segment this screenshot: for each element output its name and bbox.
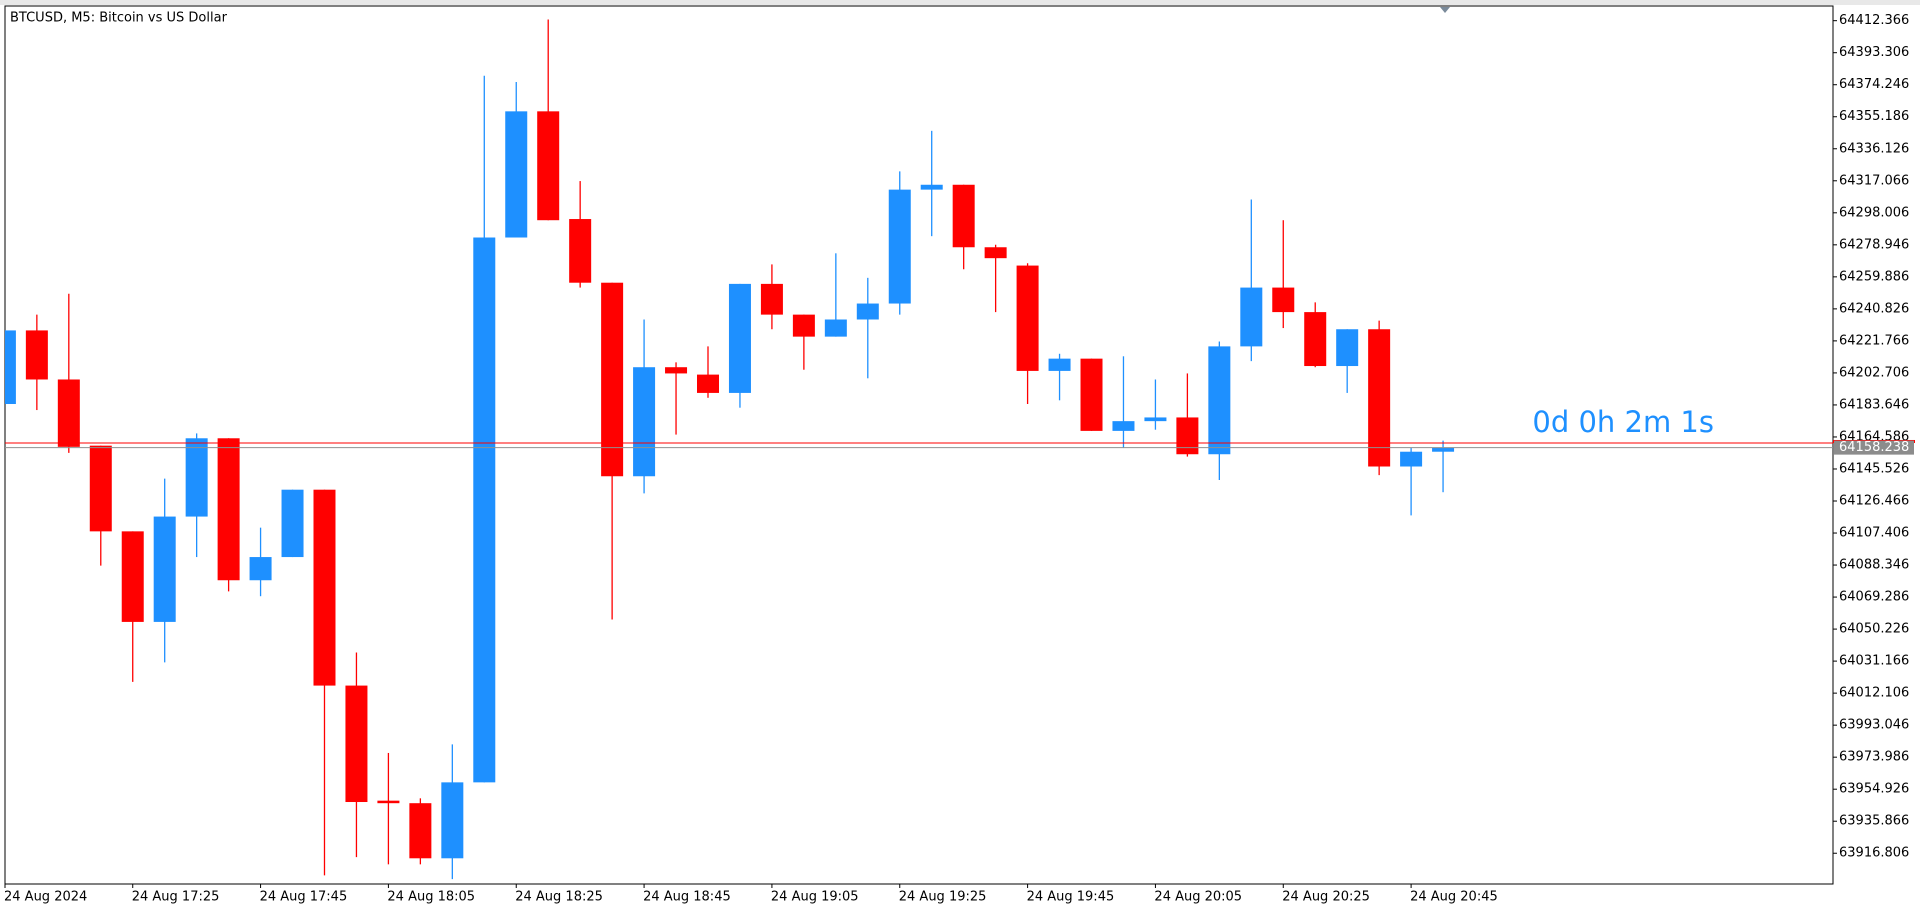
candle-body	[824, 319, 847, 337]
candle-body	[1272, 287, 1295, 313]
candle-body	[505, 111, 528, 238]
x-tick-label: 24 Aug 18:45	[643, 890, 731, 905]
candle-body	[153, 516, 176, 622]
x-tick-label: 24 Aug 19:05	[771, 890, 859, 905]
candle-body	[760, 283, 783, 315]
candle-body	[1048, 358, 1071, 371]
y-tick-label: 64088.346	[1839, 558, 1909, 573]
candle-body	[409, 803, 432, 859]
x-tick-label: 24 Aug 19:25	[899, 890, 987, 905]
candle-body	[25, 330, 48, 380]
candle-body	[697, 374, 719, 393]
x-tick-label: 24 Aug 18:25	[515, 890, 603, 905]
y-tick-label: 64374.246	[1839, 77, 1909, 92]
candle-body	[984, 247, 1007, 259]
candle-body	[1016, 265, 1039, 371]
y-tick-label: 64393.306	[1839, 45, 1909, 60]
chart-title: BTCUSD, M5: Bitcoin vs US Dollar	[10, 11, 228, 26]
y-tick-label: 64031.166	[1839, 654, 1909, 669]
candle-body	[57, 379, 80, 447]
candle-body	[281, 489, 304, 558]
candle-body	[633, 367, 656, 477]
candle-body	[1176, 417, 1199, 455]
countdown: 0d 0h 2m 1s	[1532, 405, 1714, 439]
shift-marker	[1440, 7, 1450, 13]
y-tick-label: 64145.526	[1839, 461, 1909, 476]
candle-body	[377, 800, 400, 804]
x-tick-label: 24 Aug 18:05	[387, 890, 475, 905]
candle-body	[888, 189, 911, 304]
x-tick-label: 24 Aug 20:25	[1282, 890, 1370, 905]
y-tick-label: 64317.066	[1839, 173, 1909, 188]
candle-body	[1400, 451, 1423, 467]
candle-body	[473, 237, 496, 783]
candle-body	[5, 330, 16, 405]
candle-body	[1112, 421, 1135, 431]
y-tick-label: 64221.766	[1839, 333, 1909, 348]
candle-body	[1240, 287, 1263, 347]
x-tick-label: 24 Aug 20:45	[1410, 890, 1498, 905]
candle-body	[1368, 329, 1391, 467]
y-tick-label: 64107.406	[1839, 526, 1909, 541]
candle-body	[665, 367, 688, 374]
candle-body	[441, 782, 464, 859]
y-tick-label: 64012.106	[1839, 686, 1909, 701]
candle-body	[569, 219, 592, 283]
last-price-box	[1834, 440, 1914, 455]
candle-body	[1432, 447, 1455, 452]
y-tick-label: 64298.006	[1839, 205, 1909, 220]
x-tick-label: 24 Aug 20:05	[1154, 890, 1242, 905]
candle-body	[313, 489, 336, 686]
y-tick-label: 64259.886	[1839, 269, 1909, 284]
x-tick-label: 24 Aug 17:45	[260, 890, 348, 905]
candle-body	[601, 282, 624, 477]
candle-body	[1336, 329, 1359, 367]
last-price-label: 64158.238	[1839, 440, 1909, 455]
y-tick-label: 64183.646	[1839, 397, 1909, 412]
plot	[5, 19, 1833, 880]
candle-body	[1208, 346, 1231, 455]
candle-body	[121, 531, 144, 622]
y-tick-label: 64355.186	[1839, 109, 1909, 124]
y-tick-label: 64336.126	[1839, 141, 1909, 156]
candle-body	[1144, 417, 1167, 422]
candle-body	[856, 303, 879, 320]
candle-body	[792, 314, 815, 337]
y-tick-label: 64069.286	[1839, 590, 1909, 605]
candle-body	[728, 283, 751, 393]
candle-body	[952, 184, 975, 248]
y-tick-label: 63954.926	[1839, 782, 1909, 797]
candle-body	[1304, 312, 1327, 367]
y-tick-label: 64202.706	[1839, 365, 1909, 380]
y-tick-label: 64278.946	[1839, 237, 1909, 252]
candle-body	[920, 184, 943, 190]
tab-strip	[0, 0, 1920, 5]
candle-body	[537, 111, 560, 221]
y-tick-label: 63935.866	[1839, 814, 1909, 829]
y-tick-label: 64126.466	[1839, 494, 1909, 509]
y-tick-label: 63973.986	[1839, 750, 1909, 765]
y-tick-label: 63916.806	[1839, 846, 1909, 861]
y-tick-label: 64240.826	[1839, 301, 1909, 316]
candle-body	[217, 438, 240, 581]
candle-body	[249, 557, 272, 581]
candle-body	[1080, 358, 1103, 431]
candle-body	[185, 438, 208, 517]
plot-area	[4, 5, 1834, 885]
candle-body	[345, 685, 368, 803]
y-tick-label: 64050.226	[1839, 622, 1909, 637]
x-tick-label: 24 Aug 17:25	[132, 890, 220, 905]
y-tick-label: 63993.046	[1839, 718, 1909, 733]
x-tick-label: 24 Aug 19:45	[1027, 890, 1115, 905]
x-tick-label: 24 Aug 2024	[4, 890, 87, 905]
candle-body	[89, 445, 112, 532]
y-tick-label: 64412.366	[1839, 13, 1909, 28]
